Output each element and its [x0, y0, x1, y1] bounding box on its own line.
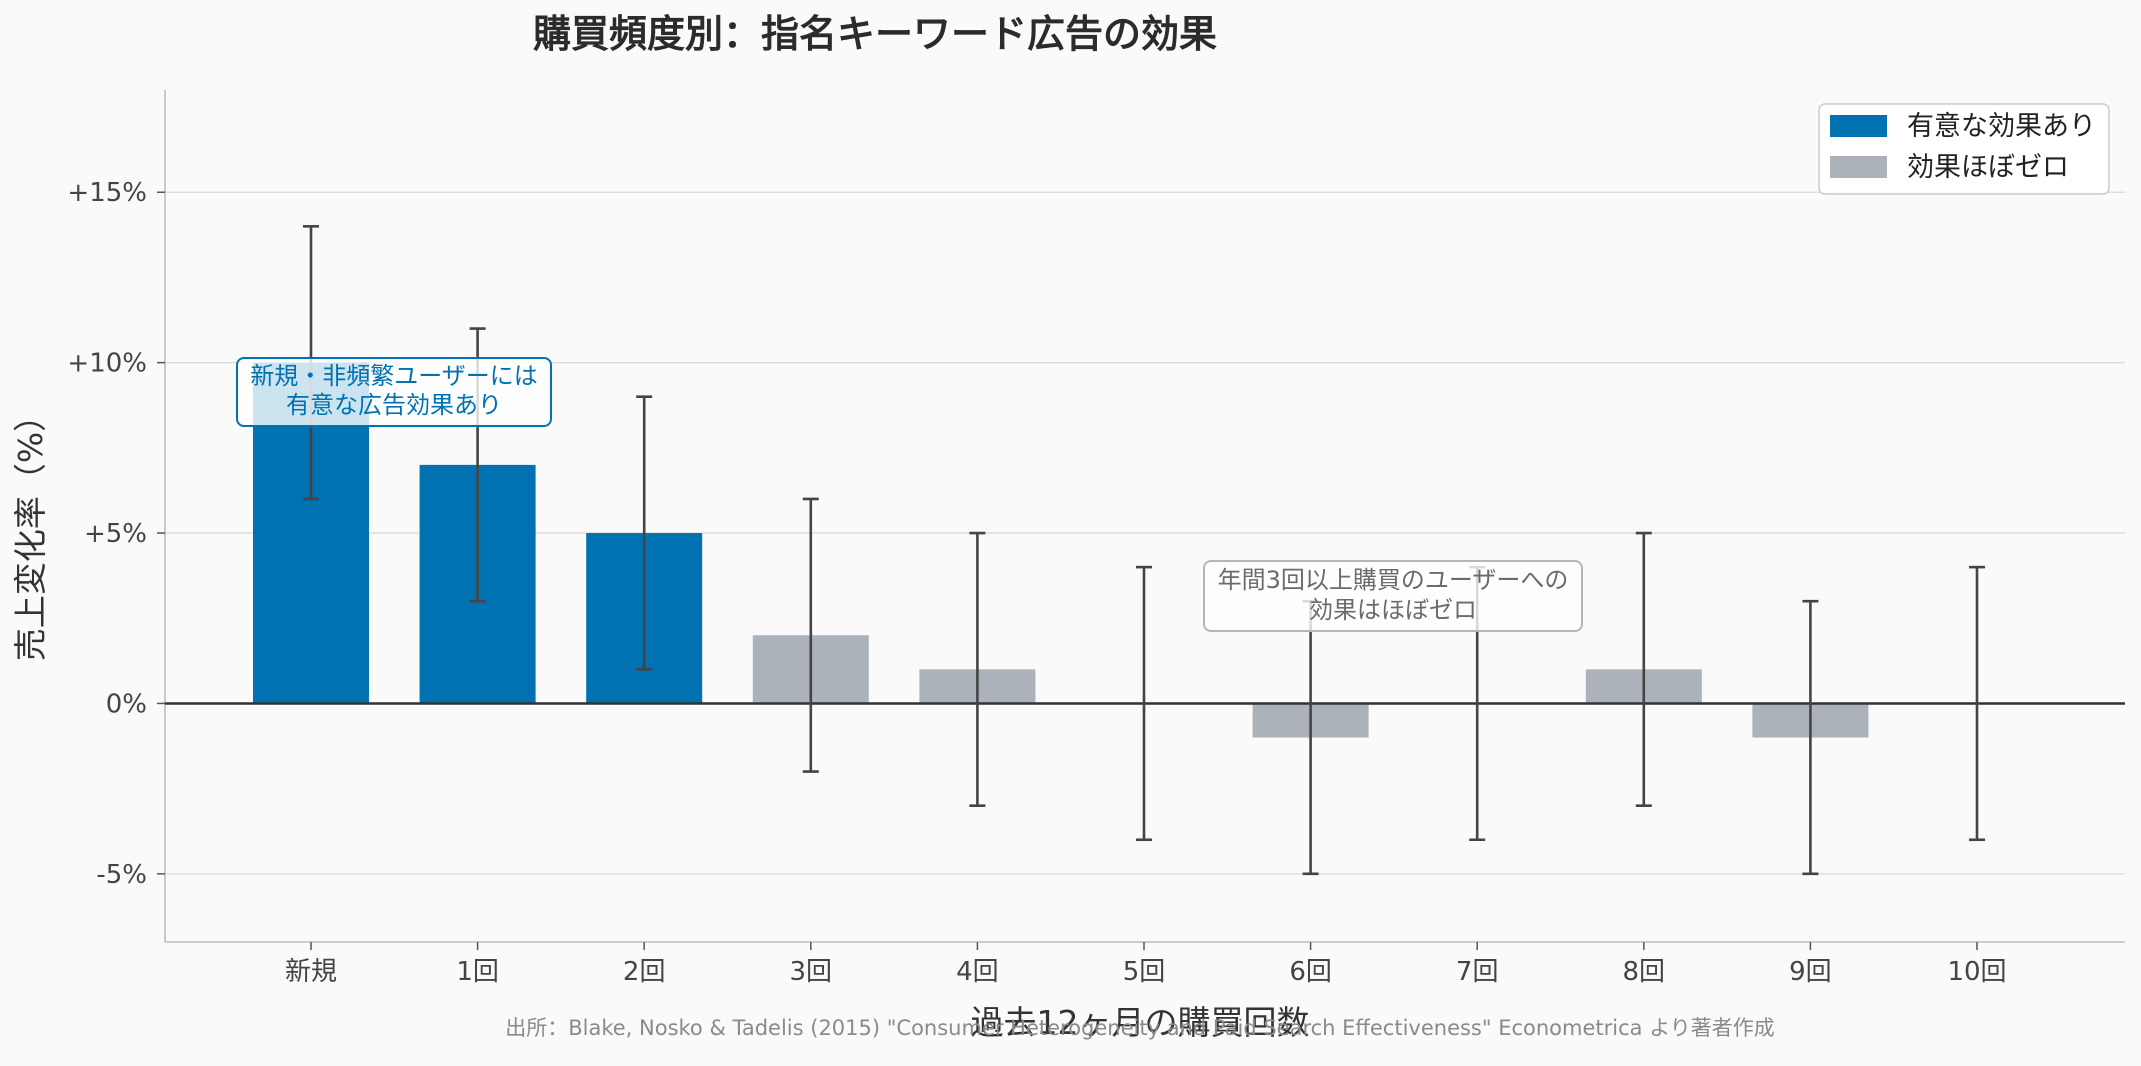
annotation-significant-line1: 新規・非頻繁ユーザーには [250, 362, 538, 390]
legend-swatch-not-significant [1830, 156, 1887, 178]
annotation-significant-box [236, 357, 552, 427]
y-ticks-layer: -5% 0% +5% +10% +15% [67, 178, 165, 890]
annotation-significant: 新規・非頻繁ユーザーには 有意な広告効果あり [236, 357, 552, 427]
x-tick-label: 7回 [1456, 957, 1499, 987]
legend-swatch-significant [1830, 115, 1887, 137]
legend-label-significant: 有意な効果あり [1907, 111, 2096, 142]
y-tick-label: +10% [67, 349, 147, 379]
error-bars-layer [303, 225, 1985, 876]
annotation-significant-line2: 有意な広告効果あり [286, 391, 502, 419]
legend-frame [1818, 103, 2110, 195]
source-note: 出所：Blake, Nosko & Tadelis (2015) "Consum… [505, 1016, 1775, 1040]
x-tick-label: 8回 [1623, 957, 1666, 987]
x-tick-label: 6回 [1289, 957, 1332, 987]
x-tick-label: 5回 [1123, 957, 1166, 987]
annotation-near-zero-line2: 効果はほぼゼロ [1309, 596, 1477, 624]
x-tick-label: 3回 [790, 957, 833, 987]
x-tick-label: 10回 [1947, 957, 2006, 987]
annotation-near-zero-box [1203, 560, 1583, 632]
y-tick-label: -5% [96, 860, 147, 890]
chart-title: 購買頻度別：指名キーワード広告の効果 [533, 12, 1217, 56]
y-axis-label: 売上変化率（%） [11, 399, 50, 661]
annotation-near-zero: 年間3回以上購買のユーザーへの 効果はほぼゼロ [1203, 560, 1583, 632]
y-tick-label: +15% [67, 178, 147, 208]
x-ticks-layer: 新規 1回 2回 3回 4回 5回 6回 7回 8回 9回 10回 [285, 942, 2007, 987]
x-tick-label: 1回 [456, 957, 499, 987]
x-tick-label: 9回 [1789, 957, 1832, 987]
x-tick-label: 新規 [285, 957, 337, 987]
legend: 有意な効果あり 効果ほぼゼロ [1818, 103, 2110, 195]
x-tick-label: 2回 [623, 957, 666, 987]
y-tick-label: 0% [106, 689, 147, 719]
annotation-near-zero-line1: 年間3回以上購買のユーザーへの [1218, 566, 1569, 594]
y-tick-label: +5% [84, 519, 147, 549]
legend-label-not-significant: 効果ほぼゼロ [1907, 152, 2069, 183]
x-axis-label: 過去12ヶ月の購買回数 [971, 1003, 1310, 1042]
x-tick-label: 4回 [956, 957, 999, 987]
